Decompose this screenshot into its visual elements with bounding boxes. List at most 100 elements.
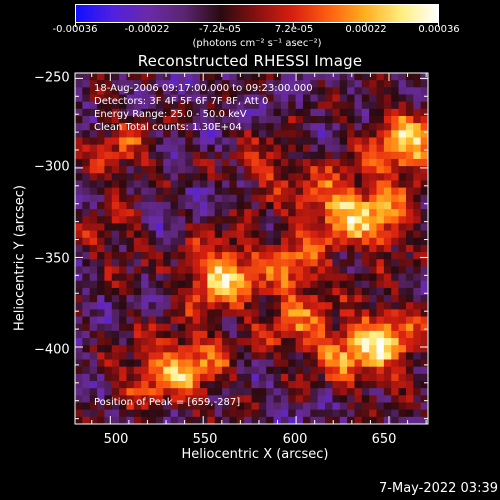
heatmap-cell <box>177 273 186 282</box>
heatmap-cell <box>126 366 135 375</box>
heatmap-cell <box>155 287 164 296</box>
heatmap-cell <box>236 130 245 138</box>
heatmap-cell <box>251 395 260 403</box>
heatmap-cell <box>332 402 341 411</box>
heatmap-cell <box>354 87 363 95</box>
heatmap-cell <box>258 316 267 325</box>
heatmap-cell <box>302 151 311 160</box>
heatmap-cell <box>119 287 127 296</box>
heatmap-cell <box>405 115 414 124</box>
heatmap-cell <box>236 94 245 103</box>
heatmap-cell <box>177 73 186 81</box>
heatmap-cell <box>192 409 201 418</box>
heatmap-cell <box>332 280 341 289</box>
heatmap-cell <box>273 309 282 317</box>
heatmap-cell <box>148 381 157 389</box>
heatmap-cell <box>398 280 407 289</box>
heatmap-cell <box>325 187 333 196</box>
heatmap-cell <box>258 173 267 181</box>
heatmap-cell <box>89 273 98 282</box>
heatmap-cell <box>104 388 113 396</box>
annotation-energy-range: Energy Range: 25.0 - 50.0 keV <box>94 109 247 120</box>
heatmap-cell <box>405 158 414 167</box>
heatmap-cell <box>119 144 127 153</box>
heatmap-cell <box>75 252 83 260</box>
heatmap-cell <box>89 130 98 138</box>
heatmap-cell <box>119 123 127 131</box>
heatmap-cell <box>391 187 399 196</box>
heatmap-cell <box>398 108 407 117</box>
heatmap-cell <box>398 273 407 282</box>
heatmap-cell <box>163 194 171 203</box>
heatmap-cell <box>302 295 311 303</box>
heatmap-cell <box>244 130 252 138</box>
heatmap-cell <box>302 316 311 325</box>
heatmap-cell <box>155 416 164 425</box>
heatmap-cell <box>75 151 83 160</box>
heatmap-cell <box>236 345 245 353</box>
heatmap-cell <box>229 73 238 81</box>
heatmap-cell <box>339 366 348 375</box>
heatmap-cell <box>413 295 422 303</box>
heatmap-cell <box>273 230 282 239</box>
heatmap-cell <box>222 187 230 196</box>
heatmap-cell <box>207 323 216 332</box>
heatmap-cell <box>391 409 399 418</box>
heatmap-cell <box>347 230 355 239</box>
heatmap-cell <box>97 223 105 231</box>
heatmap-cell <box>295 73 304 81</box>
heatmap-cell <box>258 80 267 88</box>
heatmap-cell <box>398 115 407 124</box>
heatmap-cell <box>383 352 392 360</box>
heatmap-cell <box>111 137 120 146</box>
heatmap-cell <box>141 223 149 231</box>
heatmap-cell <box>133 244 142 253</box>
heatmap-cell <box>302 273 311 282</box>
heatmap-cell <box>97 201 105 210</box>
heatmap-cell <box>133 295 142 303</box>
heatmap-cell <box>82 352 91 360</box>
heatmap-cell <box>391 216 399 224</box>
heatmap-cell <box>258 309 267 317</box>
heatmap-cell <box>354 158 363 167</box>
heatmap-cell <box>405 295 414 303</box>
heatmap-cell <box>192 302 201 310</box>
heatmap-cell <box>420 252 429 260</box>
heatmap-cell <box>236 280 245 289</box>
heatmap-cell <box>75 309 83 317</box>
heatmap-cell <box>126 359 135 368</box>
heatmap-cell <box>413 101 422 110</box>
heatmap-cell <box>119 201 127 210</box>
heatmap-cell <box>155 216 164 224</box>
heatmap-cell <box>376 266 385 274</box>
heatmap-cell <box>192 352 201 360</box>
heatmap-cell <box>133 395 142 403</box>
heatmap-cell <box>75 373 83 382</box>
heatmap-cell <box>170 373 179 382</box>
heatmap-cell <box>104 409 113 418</box>
heatmap-cell <box>75 115 83 124</box>
heatmap-cell <box>236 180 245 189</box>
heatmap-cell <box>236 115 245 124</box>
heatmap-cell <box>339 194 348 203</box>
heatmap-cell <box>89 338 98 346</box>
heatmap-cell <box>288 87 297 95</box>
heatmap-cell <box>361 108 370 117</box>
heatmap-cell <box>214 87 223 95</box>
heatmap-cell <box>361 216 370 224</box>
heatmap-cell <box>119 244 127 253</box>
heatmap-cell <box>339 416 348 425</box>
heatmap-cell <box>207 309 216 317</box>
heatmap-cell <box>258 409 267 418</box>
heatmap-cell <box>258 330 267 339</box>
heatmap-cell <box>280 330 289 339</box>
heatmap-cell <box>126 151 135 160</box>
heatmap-cell <box>376 287 385 296</box>
heatmap-cell <box>141 115 149 124</box>
heatmap-cell <box>97 273 105 282</box>
heatmap-cell <box>75 137 83 146</box>
heatmap-cell <box>207 216 216 224</box>
heatmap-cell <box>354 137 363 146</box>
heatmap-cell <box>266 144 274 153</box>
heatmap-cell <box>354 338 363 346</box>
